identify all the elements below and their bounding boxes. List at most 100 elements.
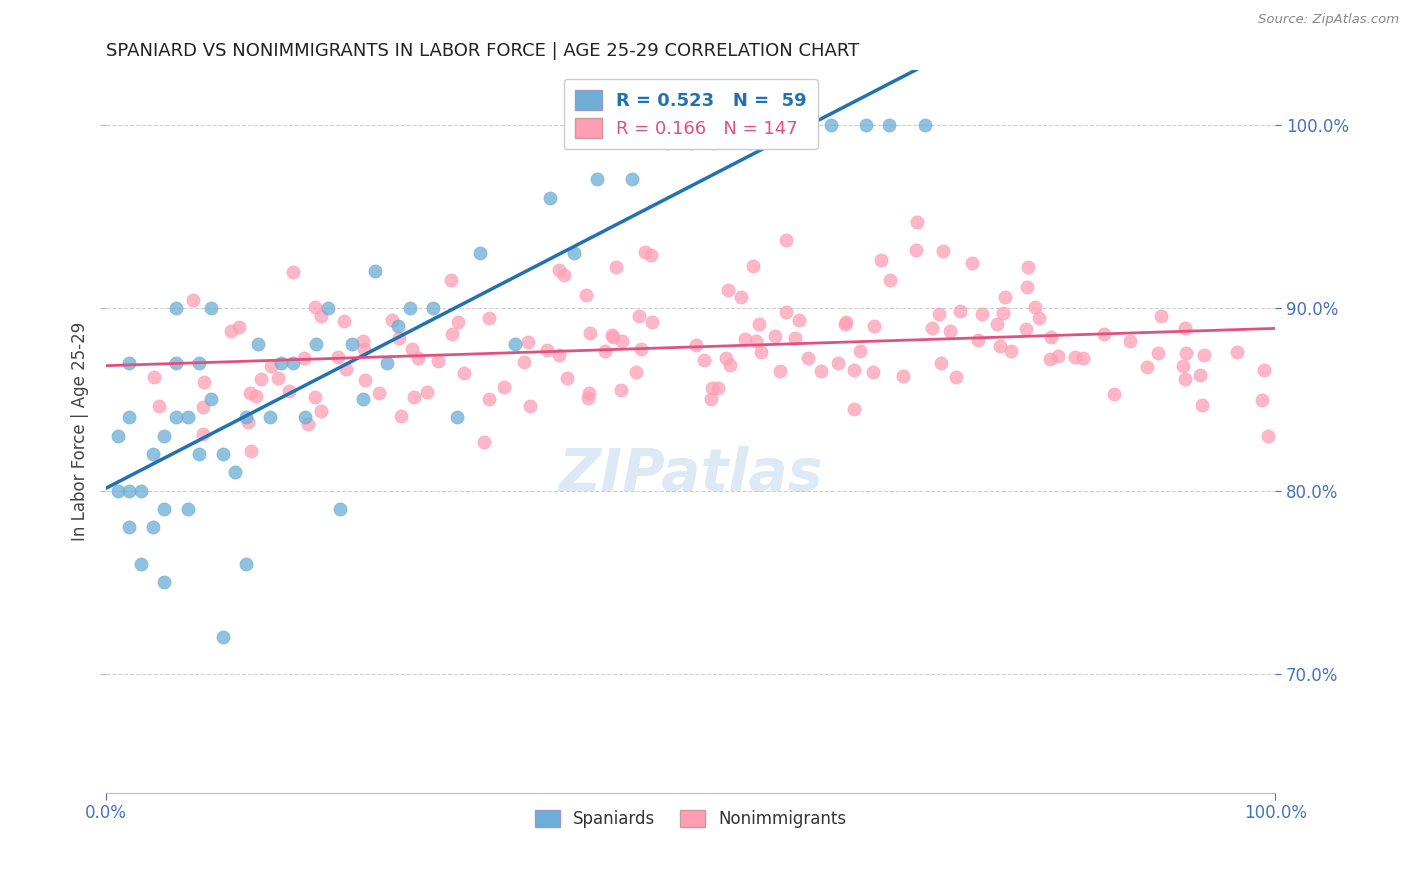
Point: [1104, 387, 1126, 401]
Point: [787, 313, 810, 327]
Point: [235, 557, 257, 571]
Point: [1175, 345, 1198, 359]
Point: [181, 293, 204, 307]
Point: [538, 191, 561, 205]
Point: [578, 326, 600, 340]
Point: [1171, 359, 1194, 373]
Point: [548, 348, 571, 362]
Point: [993, 290, 1015, 304]
Point: [1063, 350, 1085, 364]
Point: [153, 575, 176, 590]
Point: [503, 337, 526, 351]
Point: [576, 391, 599, 405]
Point: [415, 385, 437, 400]
Point: [270, 355, 292, 369]
Point: [519, 399, 541, 413]
Point: [228, 319, 250, 334]
Point: [447, 315, 470, 329]
Point: [118, 483, 141, 498]
Point: [797, 351, 820, 365]
Point: [129, 483, 152, 498]
Point: [600, 327, 623, 342]
Point: [685, 338, 707, 352]
Point: [748, 317, 770, 331]
Point: [387, 318, 409, 333]
Point: [453, 366, 475, 380]
Point: [332, 314, 354, 328]
Point: [634, 245, 657, 260]
Point: [1119, 334, 1142, 348]
Point: [734, 332, 756, 346]
Point: [516, 335, 538, 350]
Point: [292, 351, 315, 366]
Point: [212, 447, 235, 461]
Y-axis label: In Labor Force | Age 25-29: In Labor Force | Age 25-29: [72, 321, 89, 541]
Point: [212, 630, 235, 644]
Point: [260, 359, 283, 373]
Text: Source: ZipAtlas.com: Source: ZipAtlas.com: [1258, 13, 1399, 27]
Point: [578, 385, 600, 400]
Point: [188, 447, 211, 461]
Point: [165, 410, 187, 425]
Point: [193, 375, 215, 389]
Point: [904, 243, 927, 257]
Point: [693, 353, 716, 368]
Point: [988, 339, 1011, 353]
Point: [834, 317, 856, 331]
Point: [143, 370, 166, 384]
Point: [1015, 280, 1038, 294]
Point: [250, 372, 273, 386]
Point: [700, 381, 723, 395]
Point: [165, 355, 187, 369]
Point: [329, 502, 352, 516]
Point: [749, 345, 772, 359]
Point: [1191, 398, 1213, 412]
Point: [914, 118, 936, 132]
Point: [304, 301, 326, 315]
Point: [1147, 346, 1170, 360]
Point: [783, 331, 806, 345]
Point: [610, 334, 633, 348]
Point: [388, 331, 411, 345]
Point: [993, 306, 1015, 320]
Point: [657, 136, 679, 150]
Point: [703, 136, 725, 150]
Point: [142, 447, 165, 461]
Point: [717, 283, 740, 297]
Point: [796, 118, 818, 132]
Point: [575, 288, 598, 302]
Point: [718, 358, 741, 372]
Point: [640, 247, 662, 261]
Point: [353, 373, 375, 387]
Point: [129, 557, 152, 571]
Point: [389, 409, 412, 423]
Point: [305, 337, 328, 351]
Point: [281, 355, 304, 369]
Point: [763, 329, 786, 343]
Point: [446, 410, 468, 425]
Point: [921, 320, 943, 334]
Point: [118, 410, 141, 425]
Point: [1226, 345, 1249, 359]
Point: [855, 118, 877, 132]
Point: [200, 392, 222, 406]
Point: [245, 389, 267, 403]
Point: [240, 443, 263, 458]
Point: [972, 307, 994, 321]
Point: [630, 343, 652, 357]
Point: [148, 400, 170, 414]
Point: [153, 502, 176, 516]
Point: [200, 301, 222, 315]
Point: [640, 315, 662, 329]
Point: [1257, 429, 1279, 443]
Point: [235, 410, 257, 425]
Point: [224, 466, 246, 480]
Point: [586, 172, 609, 186]
Point: [367, 386, 389, 401]
Point: [1028, 311, 1050, 326]
Point: [236, 415, 259, 429]
Point: [1017, 260, 1039, 274]
Point: [730, 290, 752, 304]
Point: [548, 263, 571, 277]
Point: [769, 364, 792, 378]
